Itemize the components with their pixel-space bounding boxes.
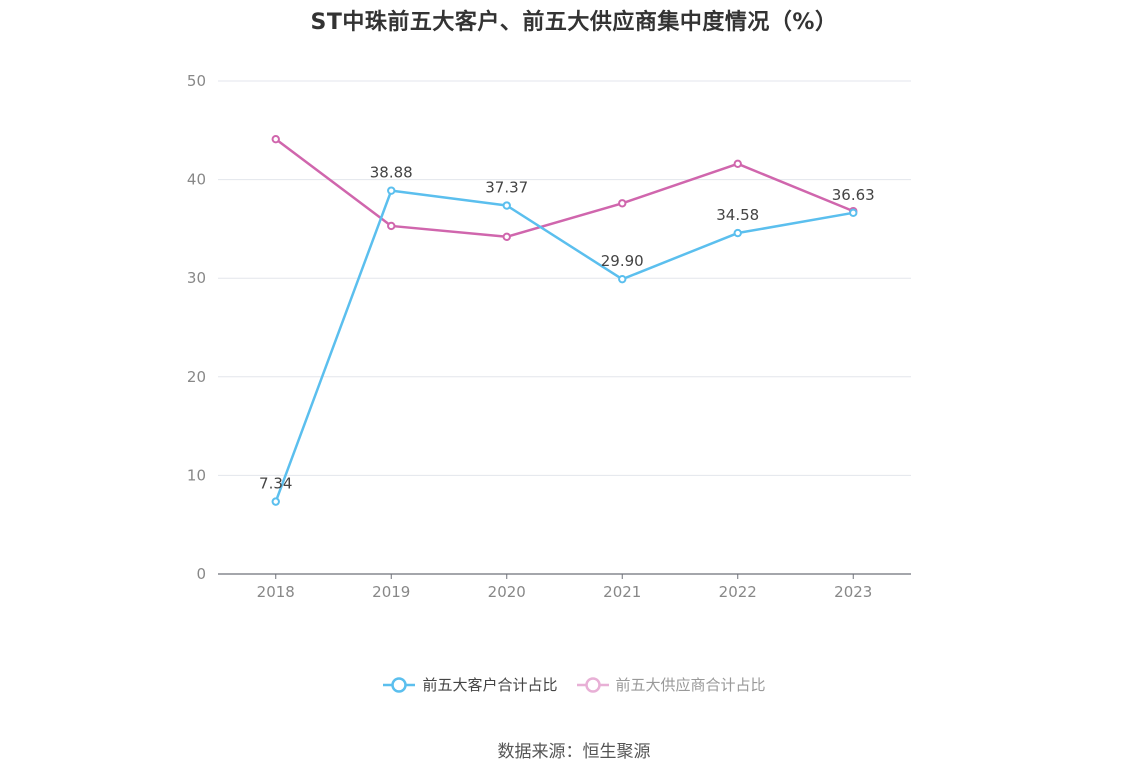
data-point[interactable] (618, 274, 627, 284)
legend-label-customers: 前五大客户合计占比 (422, 676, 558, 694)
y-tick-label: 20 (187, 368, 206, 386)
data-point[interactable] (733, 159, 742, 169)
data-point[interactable] (618, 199, 627, 208)
data-point[interactable] (502, 201, 511, 210)
y-tick-label: 40 (187, 171, 206, 189)
x-tick-label: 2020 (488, 583, 526, 601)
x-tick-label: 2022 (719, 583, 757, 601)
x-tick-label: 2019 (372, 583, 410, 601)
series-line-1 (274, 138, 854, 239)
data-label: 29.90 (601, 252, 644, 270)
data-label: 37.37 (485, 179, 528, 197)
x-tick-label: 2023 (834, 583, 872, 601)
x-tick-label: 2018 (257, 583, 295, 601)
data-point[interactable] (387, 221, 396, 231)
chart-title: ST中珠前五大客户、前五大供应商集中度情况（%） (310, 10, 838, 35)
y-tick-label: 30 (187, 269, 206, 287)
data-point[interactable] (271, 134, 280, 144)
data-label: 7.34 (259, 475, 292, 493)
legend-item-suppliers[interactable]: 前五大供应商合计占比 (576, 674, 766, 695)
source-note: 数据来源：恒生聚源 (497, 742, 651, 762)
axes: 0 10 20 30 40 50 2018 2019 2020 2021 2022 2023 (187, 72, 911, 601)
x-tick-label: 2021 (603, 583, 641, 601)
y-tick-label: 0 (196, 565, 206, 583)
series-line-0 (274, 189, 854, 503)
data-point[interactable] (502, 232, 511, 241)
y-tick-label: 10 (187, 466, 206, 484)
legend-label-suppliers: 前五大供应商合计占比 (615, 676, 766, 694)
data-label: 38.88 (370, 164, 413, 182)
grid-lines (218, 80, 911, 476)
legend-marker-customers-icon (383, 676, 416, 693)
data-point[interactable] (387, 186, 396, 195)
series-lines (271, 134, 858, 506)
data-label: 34.58 (716, 206, 759, 224)
data-label: 36.63 (832, 186, 875, 204)
legend-item-customers[interactable]: 前五大客户合计占比 (382, 674, 558, 695)
legend: 前五大客户合计占比 前五大供应商合计占比 (0, 674, 1148, 695)
data-labels: 7.34 38.88 37.37 29.90 34.58 36.63 (259, 164, 875, 493)
data-point[interactable] (733, 228, 742, 238)
y-tick-label: 50 (187, 72, 206, 90)
legend-marker-suppliers-icon (576, 676, 609, 693)
data-point[interactable] (849, 208, 858, 218)
data-point[interactable] (271, 497, 280, 506)
